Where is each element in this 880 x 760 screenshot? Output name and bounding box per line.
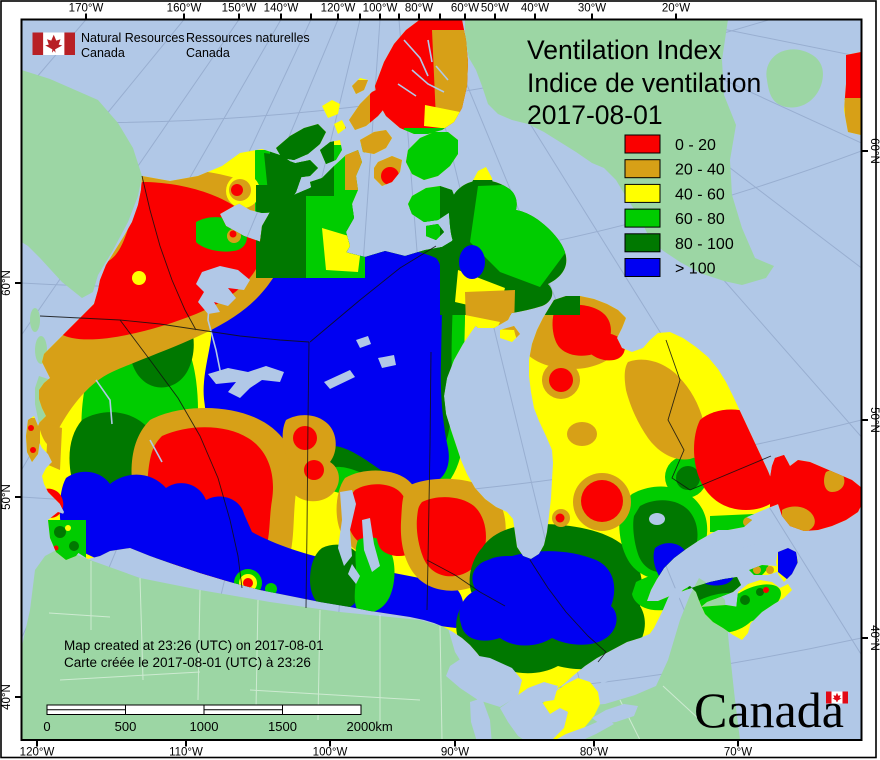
svg-text:500: 500 [115,719,137,734]
svg-text:170°W: 170°W [69,3,104,15]
svg-text:20 - 40: 20 - 40 [675,162,725,179]
svg-text:0 - 20: 0 - 20 [675,137,716,154]
svg-text:50°W: 50°W [481,3,509,15]
svg-text:50°N: 50°N [868,407,880,433]
svg-text:km: km [375,719,392,734]
svg-text:60°N: 60°N [868,138,880,164]
svg-text:100°W: 100°W [363,3,398,15]
svg-text:80°W: 80°W [405,3,433,15]
svg-text:Canada: Canada [694,682,844,738]
svg-text:60°W: 60°W [451,3,479,15]
svg-text:2000: 2000 [347,719,376,734]
svg-text:30°W: 30°W [578,3,606,15]
svg-text:Carte créée le 2017-08-01 (UTC: Carte créée le 2017-08-01 (UTC) à 23:26 [64,655,311,670]
svg-text:50°N: 50°N [1,484,13,510]
svg-text:Ventilation Index: Ventilation Index [527,35,721,65]
svg-text:60 - 80: 60 - 80 [675,211,725,228]
svg-text:0: 0 [43,719,50,734]
svg-text:Natural Resources: Natural Resources [81,31,185,45]
svg-text:140°W: 140°W [264,3,299,15]
svg-text:120°W: 120°W [20,747,55,759]
svg-text:Ressources naturelles: Ressources naturelles [186,31,310,45]
svg-text:40°N: 40°N [868,625,880,651]
svg-text:150°W: 150°W [222,3,257,15]
svg-text:Indice de ventilation: Indice de ventilation [527,68,761,98]
svg-text:70°W: 70°W [724,747,752,759]
svg-text:Canada: Canada [186,46,230,60]
svg-text:2017-08-01: 2017-08-01 [527,100,663,130]
svg-text:1500: 1500 [268,719,297,734]
svg-text:120°W: 120°W [321,3,356,15]
svg-text:40°W: 40°W [521,3,549,15]
svg-text:110°W: 110°W [169,747,203,759]
svg-text:1000: 1000 [190,719,219,734]
svg-text:> 100: > 100 [675,261,716,278]
svg-text:Canada: Canada [81,46,125,60]
svg-text:80°W: 80°W [580,747,608,759]
svg-text:40°N: 40°N [1,684,13,710]
svg-text:90°W: 90°W [441,747,469,759]
svg-text:80 - 100: 80 - 100 [675,236,734,253]
svg-text:60°N: 60°N [1,270,13,296]
svg-text:40 - 60: 40 - 60 [675,186,725,203]
svg-text:Map created at 23:26 (UTC) on: Map created at 23:26 (UTC) on 2017-08-01 [64,638,324,653]
svg-text:20°W: 20°W [662,3,690,15]
svg-text:100°W: 100°W [313,747,348,759]
svg-text:160°W: 160°W [167,3,202,15]
